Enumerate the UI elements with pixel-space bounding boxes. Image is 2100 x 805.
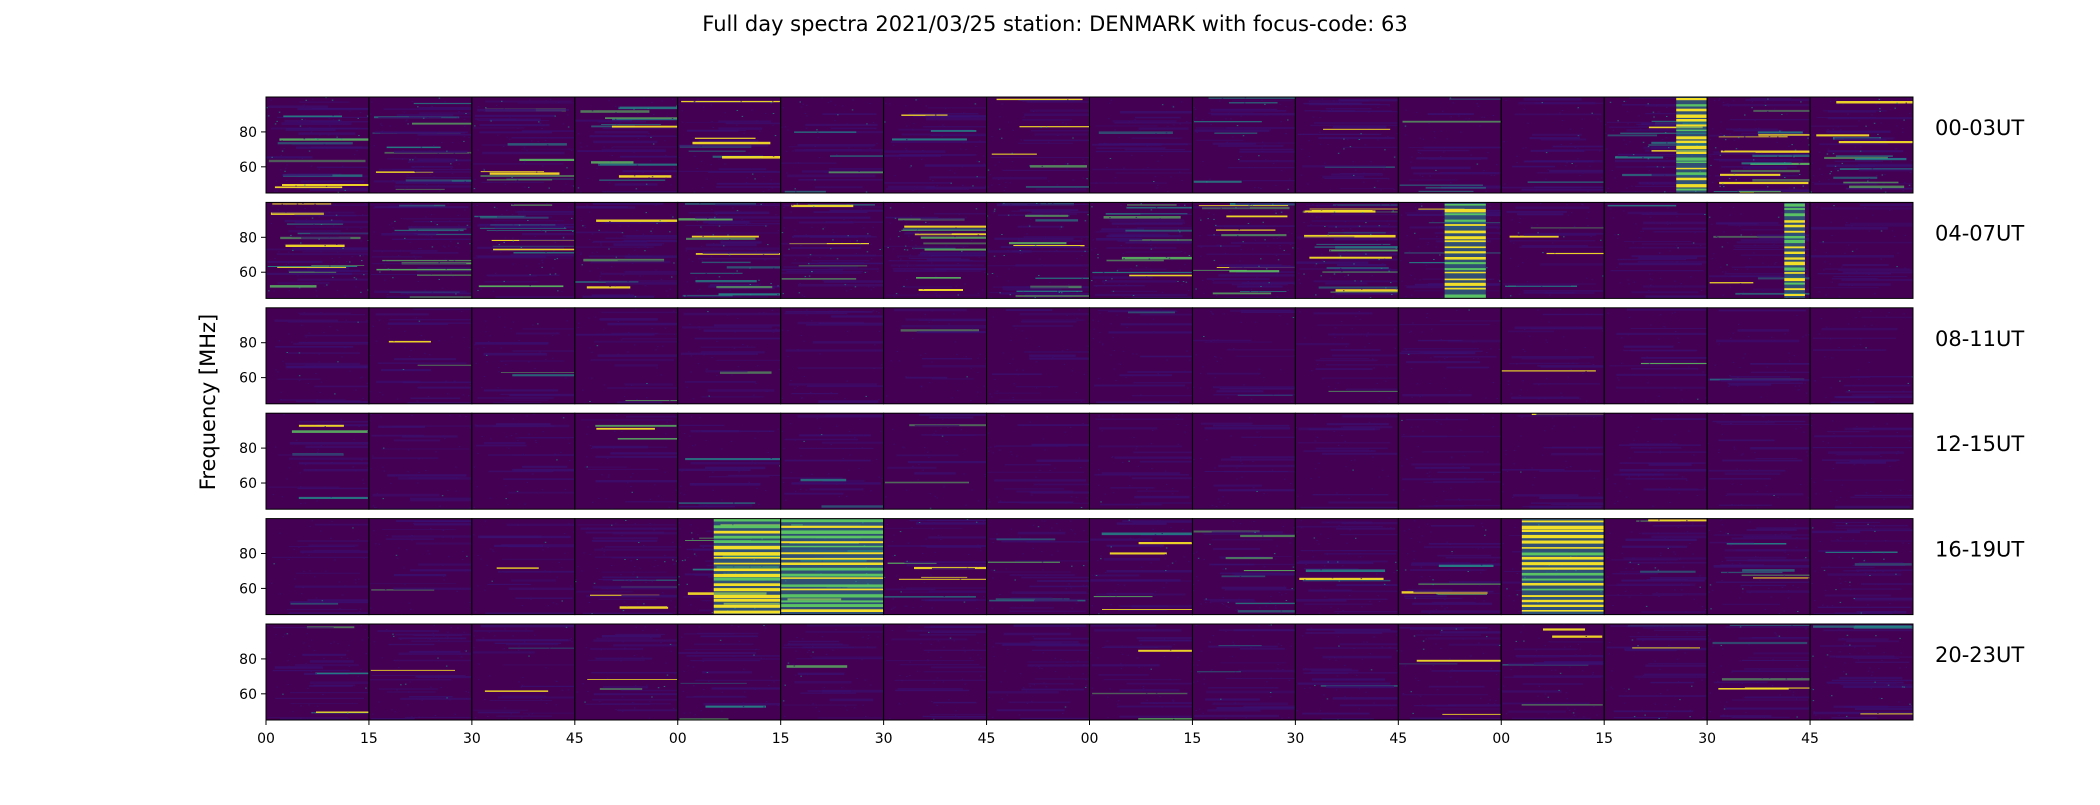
y-tick-label: 80 <box>239 336 257 352</box>
panel-background <box>1604 413 1707 509</box>
y-axis-label: Frequency [MHz] <box>196 314 220 490</box>
row-time-label: 12-15UT <box>1935 432 2024 456</box>
radio-burst <box>1784 202 1805 298</box>
x-tick-label: 45 <box>1389 731 1407 747</box>
panel-background <box>884 308 987 404</box>
panel-background <box>472 624 575 720</box>
row-time-label: 20-23UT <box>1935 643 2024 667</box>
panel-background <box>678 413 781 509</box>
panel-background <box>369 519 472 615</box>
x-tick-label: 45 <box>1801 731 1819 747</box>
spectrum-panel <box>1810 202 1948 298</box>
x-tick-label: 15 <box>1595 731 1613 747</box>
x-tick-label: 15 <box>1184 731 1202 747</box>
panel-background <box>472 519 575 615</box>
y-tick-label: 80 <box>239 547 257 563</box>
panel-background <box>1604 308 1707 404</box>
spectra-row: 60 80 12-15UT <box>239 413 2024 511</box>
panel-background <box>472 413 575 509</box>
x-tick-label: 00 <box>1081 731 1099 747</box>
panel-background <box>575 413 678 509</box>
x-axis-ticks: 00 15 30 45 00 15 30 45 00 15 30 45 00 15 30 45 <box>257 720 1819 747</box>
row-time-label: 04-07UT <box>1935 221 2024 245</box>
radio-burst <box>714 519 781 615</box>
x-tick-label: 45 <box>978 731 996 747</box>
spectrum-panel <box>1192 97 1309 193</box>
spectrum-panel <box>1295 97 1413 193</box>
y-tick-label: 60 <box>239 687 257 703</box>
x-tick-label: 30 <box>875 731 893 747</box>
x-tick-label: 30 <box>1698 731 1716 747</box>
panel-background <box>1398 413 1501 509</box>
y-tick-label: 60 <box>239 160 257 176</box>
panel-background <box>1501 308 1604 404</box>
spectra-row: 60 80 08-11UT <box>239 308 2024 405</box>
spectrum-panel <box>1810 413 1937 509</box>
spectra-row: 60 80 20-23UT <box>239 624 2024 722</box>
panel-background <box>266 413 369 509</box>
panel-background <box>1604 202 1707 298</box>
x-tick-label: 15 <box>772 731 790 747</box>
spectra-row: 60 80 04-07UT <box>239 202 2024 300</box>
y-tick-label: 60 <box>239 265 257 281</box>
spectrum-panel <box>1810 519 1951 616</box>
panel-background <box>266 624 369 720</box>
spectrum-panel <box>1810 97 1961 194</box>
x-tick-label: 00 <box>1492 731 1510 747</box>
spectrum-panel <box>1810 308 1953 405</box>
panel-background <box>1398 308 1501 404</box>
x-tick-label: 00 <box>669 731 687 747</box>
y-tick-label: 80 <box>239 441 257 457</box>
panel-background <box>369 308 472 404</box>
x-tick-label: 30 <box>1286 731 1304 747</box>
row-time-label: 00-03UT <box>1935 116 2024 140</box>
y-tick-label: 80 <box>239 230 257 246</box>
radio-burst <box>781 519 884 615</box>
radio-burst <box>1522 519 1604 615</box>
radio-burst <box>1676 97 1707 193</box>
x-tick-label: 45 <box>566 731 584 747</box>
spectrum-panel <box>1810 624 1953 720</box>
y-tick-label: 60 <box>239 371 257 387</box>
spectrum-panel <box>678 413 798 509</box>
chart-title: Full day spectra 2021/03/25 station: DEN… <box>702 12 1407 36</box>
y-tick-label: 60 <box>239 581 257 597</box>
spectrum-panel <box>1604 308 1719 405</box>
spectra-row: 60 80 00-03UT <box>239 97 2024 195</box>
panel-background <box>1810 308 1913 404</box>
radio-burst <box>1445 202 1486 298</box>
x-tick-label: 30 <box>463 731 481 747</box>
panel-background <box>369 97 472 193</box>
x-tick-label: 00 <box>257 731 275 747</box>
panel-background <box>884 97 987 193</box>
y-tick-label: 60 <box>239 476 257 492</box>
row-time-label: 08-11UT <box>1935 327 2024 351</box>
panel-background <box>1398 97 1501 193</box>
panel-background <box>1501 97 1604 193</box>
y-tick-label: 80 <box>239 125 257 141</box>
row-time-label: 16-19UT <box>1935 538 2024 562</box>
y-tick-label: 80 <box>239 652 257 668</box>
x-tick-label: 15 <box>360 731 378 747</box>
spectra-rows: 60 80 00-03UT 60 80 04-07UT 60 80 08-11UT 60 80 12-… <box>239 97 2024 722</box>
spectra-row: 60 80 16-19UT <box>239 519 2024 617</box>
spectrum-panel <box>1398 308 1518 404</box>
